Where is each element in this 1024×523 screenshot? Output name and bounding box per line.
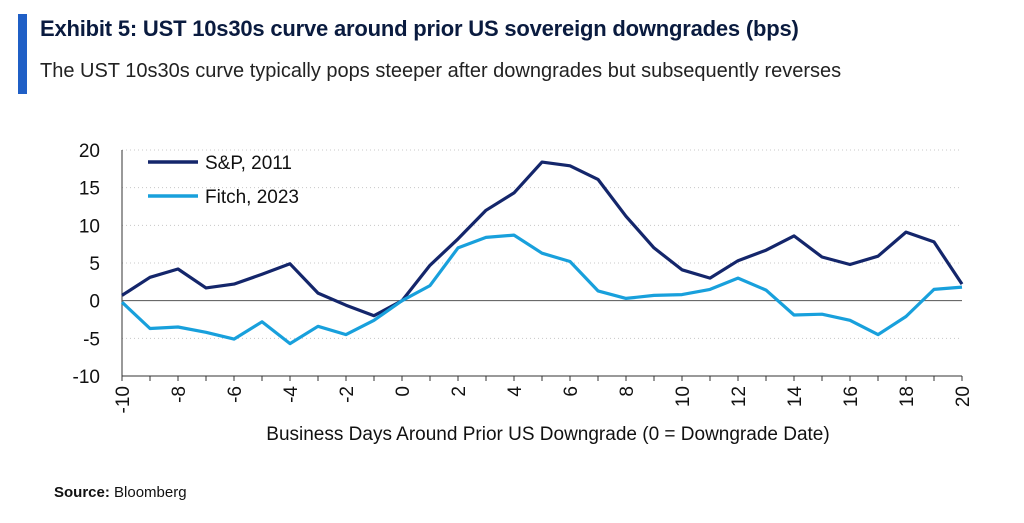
- legend-item-sp-2011-label: S&P, 2011: [205, 153, 292, 174]
- sp-2011-line: [121, 160, 964, 318]
- y-tick-label: 10: [79, 216, 100, 237]
- x-tick-label: 20: [953, 386, 974, 407]
- y-tick-label: 20: [79, 141, 100, 162]
- x-tick-label: 8: [617, 386, 638, 397]
- source-label: Source:: [54, 484, 110, 501]
- x-tick-label: 4: [505, 386, 526, 397]
- x-tick-label: 0: [393, 386, 414, 397]
- x-tick-label: 6: [561, 386, 582, 397]
- accent-bar: [18, 14, 27, 94]
- y-tick-labels: 20 15 10 5 0 -5 -10: [73, 141, 100, 388]
- x-tick-label: 10: [673, 386, 694, 407]
- source-note: Source: Bloomberg: [54, 484, 187, 501]
- y-tick-label: -5: [83, 329, 100, 350]
- x-tick-label: -6: [225, 386, 246, 403]
- chart-title: Exhibit 5: UST 10s30s curve around prior…: [40, 16, 799, 41]
- series-lines: [120, 160, 964, 346]
- x-tick-label: 16: [841, 386, 862, 407]
- fitch-2023-line: [120, 233, 963, 346]
- x-tick-label: 12: [729, 386, 750, 407]
- x-tick-label: 18: [897, 386, 918, 407]
- legend-item-fitch-2023-label: Fitch, 2023: [205, 187, 299, 208]
- x-axis-label: Business Days Around Prior US Downgrade …: [266, 424, 829, 445]
- y-tick-label: 5: [89, 254, 100, 275]
- gridlines: [122, 149, 962, 377]
- x-tick-label: -10: [113, 386, 134, 413]
- x-tick-label: -4: [281, 386, 302, 403]
- x-tick-label: -2: [337, 386, 358, 403]
- source-text: Bloomberg: [114, 484, 187, 501]
- y-tick-label: 0: [89, 292, 100, 313]
- y-tick-label: -10: [73, 367, 100, 388]
- axes: [121, 150, 963, 381]
- x-tick-label: -8: [169, 386, 190, 403]
- x-tick-labels: -10 -8 -6 -4 -2 0 2 4 6 8 10 12 14 16 18 20: [113, 386, 974, 414]
- x-tick-label: 2: [449, 386, 470, 397]
- y-tick-label: 15: [79, 179, 100, 200]
- x-tick-label: 14: [785, 386, 806, 408]
- legend: S&P, 2011 Fitch, 2023: [148, 153, 299, 208]
- chart-subtitle: The UST 10s30s curve typically pops stee…: [40, 60, 842, 82]
